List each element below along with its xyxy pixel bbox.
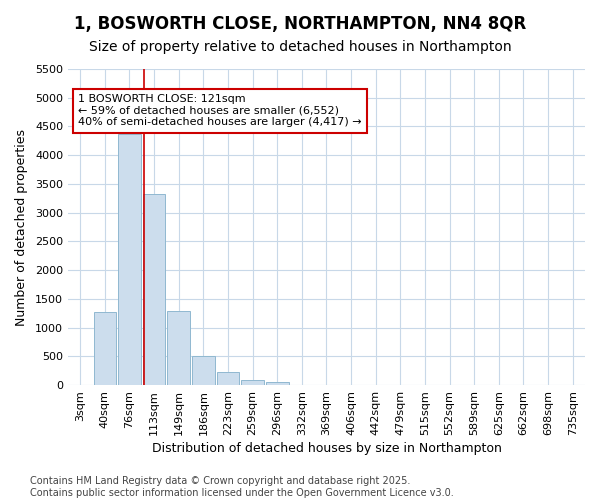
Bar	[217, 372, 239, 385]
Bar	[266, 382, 289, 385]
Text: Size of property relative to detached houses in Northampton: Size of property relative to detached ho…	[89, 40, 511, 54]
X-axis label: Distribution of detached houses by size in Northampton: Distribution of detached houses by size …	[152, 442, 502, 455]
Bar	[94, 312, 116, 385]
Bar	[241, 380, 264, 385]
Text: 1 BOSWORTH CLOSE: 121sqm
← 59% of detached houses are smaller (6,552)
40% of sem: 1 BOSWORTH CLOSE: 121sqm ← 59% of detach…	[78, 94, 362, 128]
Bar	[192, 356, 215, 385]
Bar	[118, 134, 141, 385]
Bar	[143, 194, 166, 385]
Bar	[167, 311, 190, 385]
Text: 1, BOSWORTH CLOSE, NORTHAMPTON, NN4 8QR: 1, BOSWORTH CLOSE, NORTHAMPTON, NN4 8QR	[74, 15, 526, 33]
Y-axis label: Number of detached properties: Number of detached properties	[15, 128, 28, 326]
Text: Contains HM Land Registry data © Crown copyright and database right 2025.
Contai: Contains HM Land Registry data © Crown c…	[30, 476, 454, 498]
